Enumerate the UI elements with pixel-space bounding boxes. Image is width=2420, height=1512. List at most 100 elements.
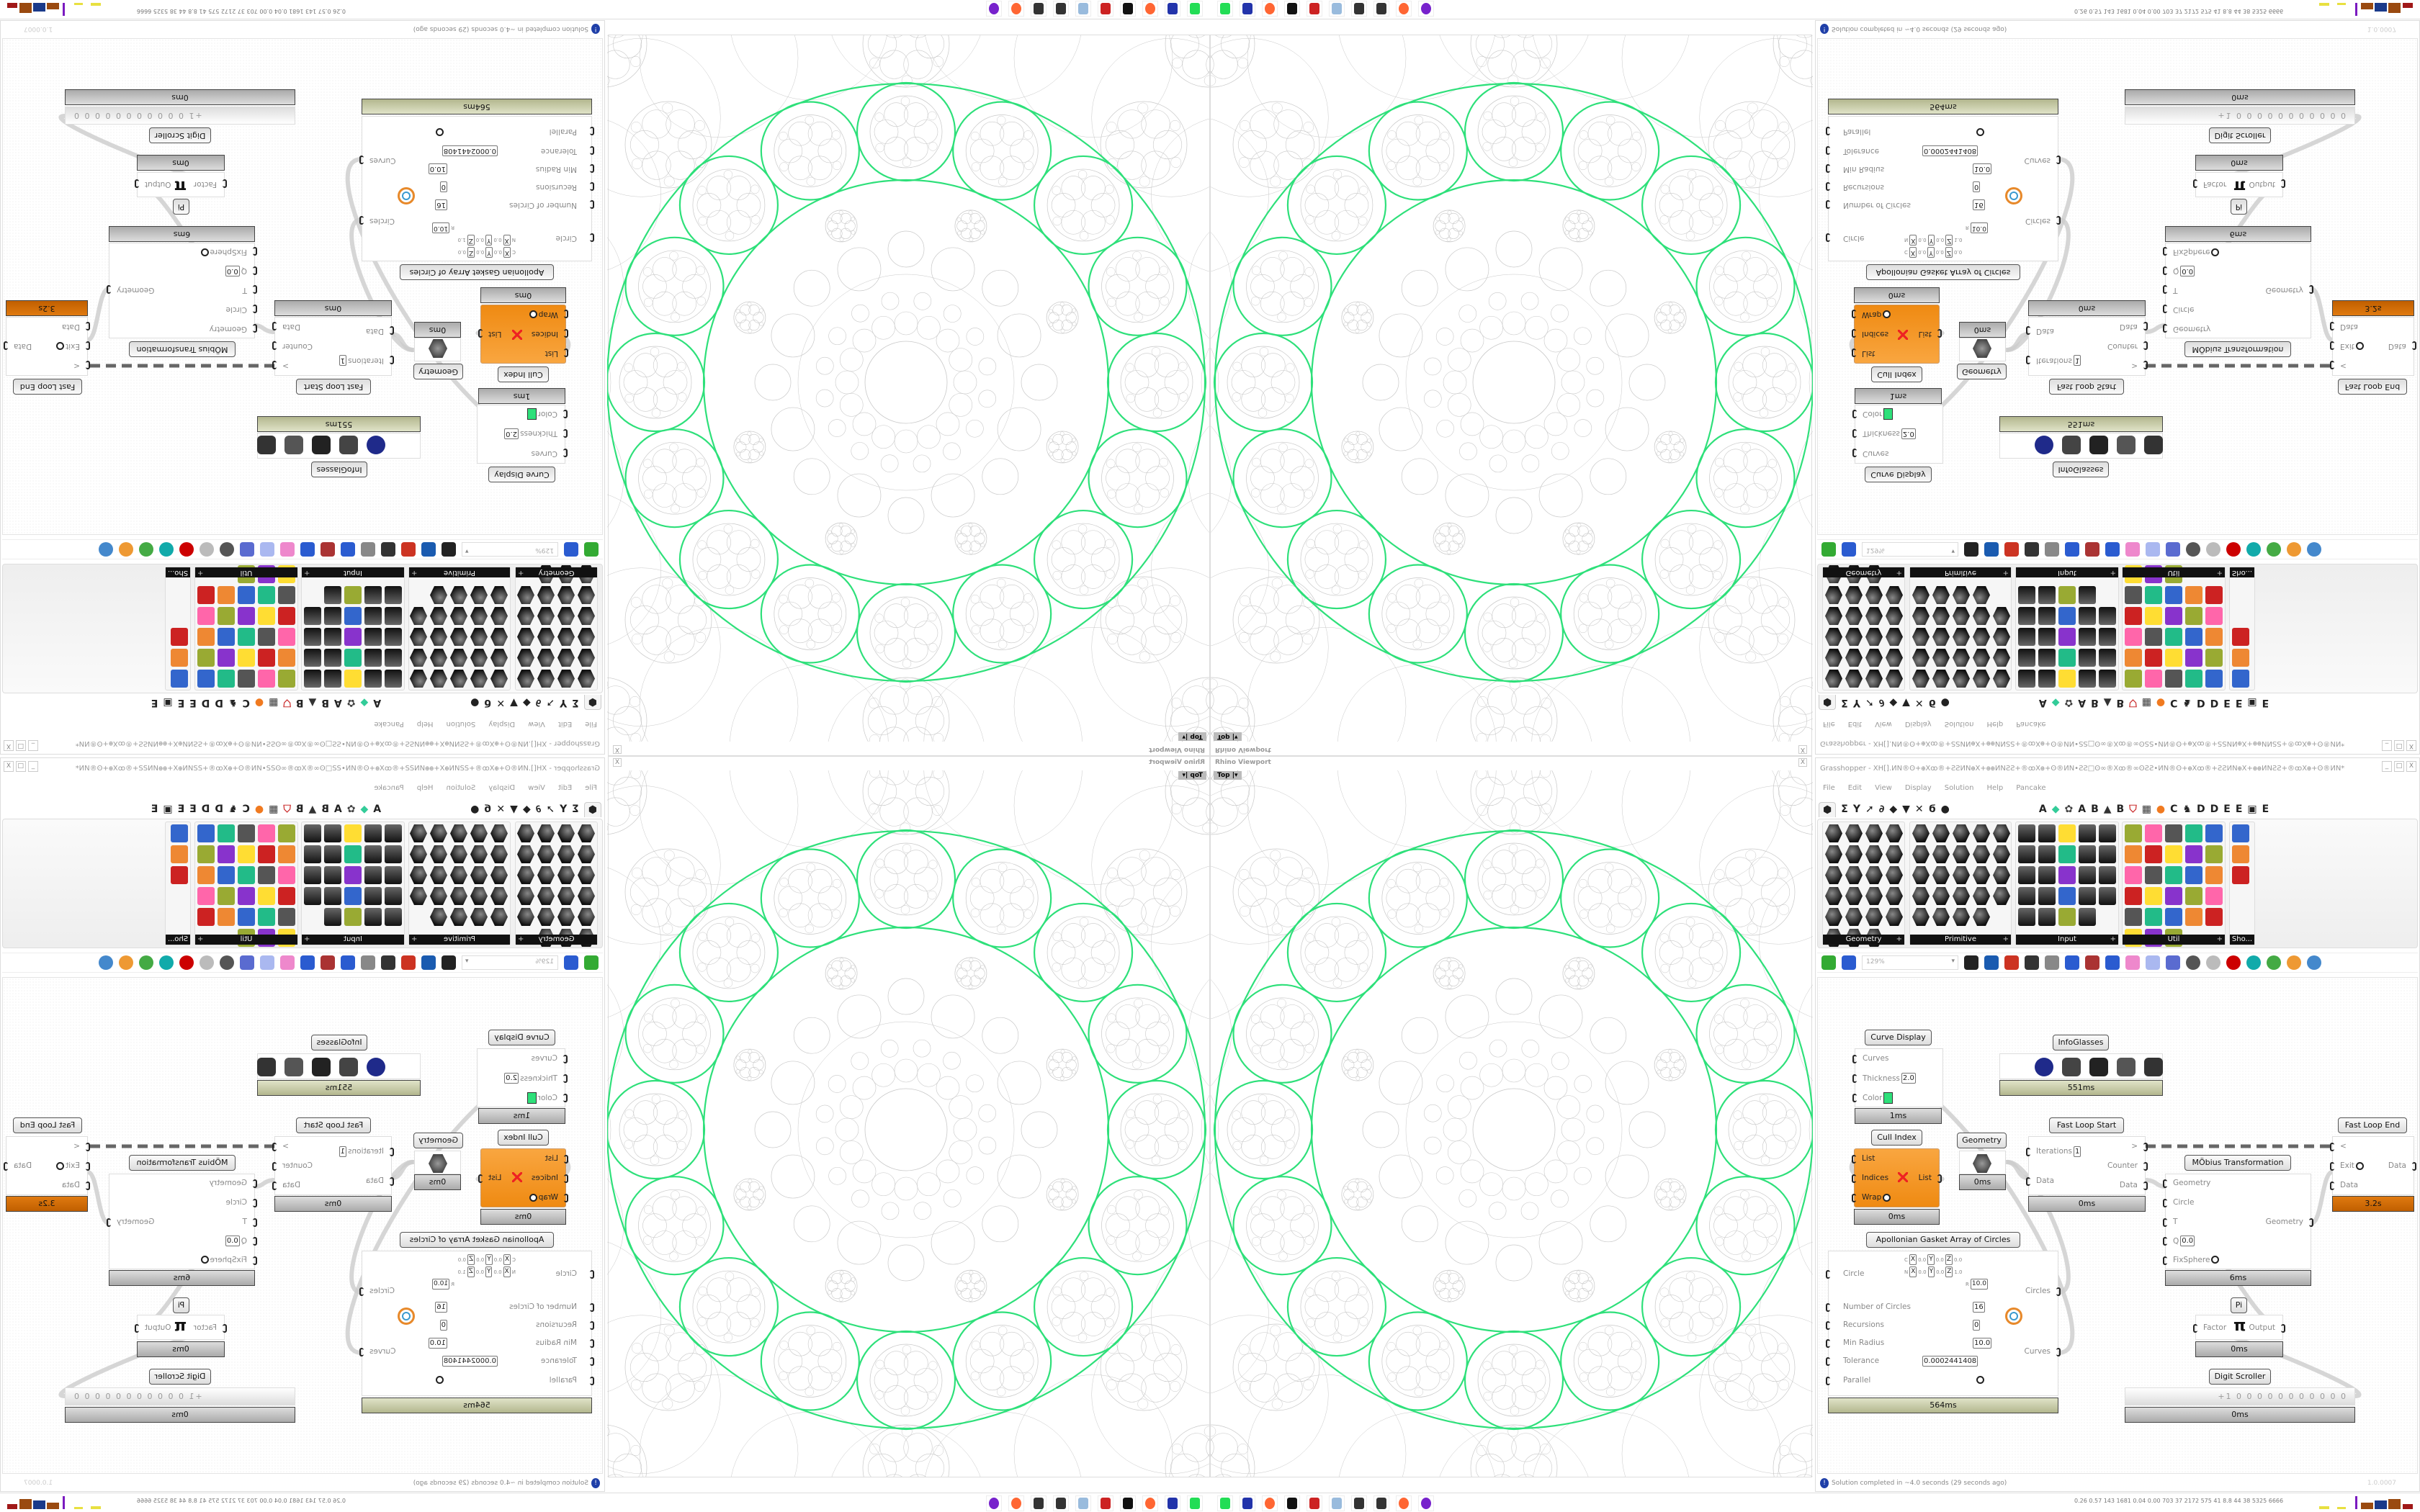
component-icon[interactable] [578, 670, 595, 688]
infoglasses-option-icon[interactable] [339, 1058, 358, 1076]
component-icon[interactable] [557, 607, 575, 625]
plugin-tab[interactable]: E [177, 804, 185, 815]
apollonian-label[interactable]: Apollonian Gasket Array of Circles [1866, 1232, 2020, 1248]
component-icon[interactable] [1912, 824, 1930, 842]
gear-icon[interactable]: ✿ [346, 804, 356, 815]
component-icon[interactable] [258, 586, 275, 604]
component-icon[interactable] [1886, 824, 1903, 842]
leaf-icon[interactable]: ◆ [2051, 804, 2060, 815]
component-icon[interactable] [171, 845, 188, 863]
intersect-icon[interactable]: ✕ [1914, 804, 1924, 815]
component-icon[interactable] [450, 649, 467, 667]
zoom-extents-icon[interactable] [442, 955, 456, 970]
display-icon[interactable]: ● [1940, 804, 1950, 815]
component-icon[interactable] [258, 670, 275, 688]
component-icon[interactable] [258, 607, 275, 625]
component-icon[interactable] [2145, 607, 2162, 625]
toggle-icon[interactable] [436, 128, 444, 136]
component-icon[interactable] [2018, 649, 2035, 667]
component-icon[interactable] [470, 887, 488, 905]
view-name-dropdown[interactable]: Top |▾ [1178, 771, 1206, 780]
fast-loop-end-component[interactable]: < Exit Data Data [2330, 317, 2416, 376]
infoglasses-option-icon[interactable] [339, 436, 358, 454]
component-icon[interactable] [1932, 586, 1950, 604]
fast-loop-start-component[interactable]: Iterations 1 Data > Counter Data [2026, 317, 2148, 376]
mobius-label[interactable]: MÖbius Transformation [2184, 341, 2291, 357]
plugin-tab[interactable]: C [242, 697, 250, 708]
plugin-tab[interactable]: D [215, 804, 224, 815]
component-icon[interactable] [304, 887, 321, 905]
input-grip[interactable] [590, 1339, 594, 1348]
component-icon[interactable] [537, 670, 555, 688]
input-grip[interactable] [563, 1094, 568, 1103]
apollonian-component[interactable]: Circle C X 0.0 Y 0.0 Z 0.0 N X 0.0 Y 0.0 Z 1.0 R 10.0 Num… [1826, 1251, 2061, 1396]
sketch-pen-icon[interactable] [2004, 542, 2019, 557]
apollonian-component[interactable]: Circle C X 0.0 Y 0.0 Z 0.0 N X 0.0 Y 0.0 Z 1.0 R 10.0 Num… [359, 1251, 594, 1396]
rooster-icon[interactable]: ♞ [228, 804, 238, 815]
menu-solution[interactable]: Solution [446, 720, 476, 728]
component-icon[interactable] [364, 586, 382, 604]
component-icon[interactable] [557, 824, 575, 842]
plugin-tab[interactable]: E [2262, 697, 2269, 708]
leaf-icon[interactable]: ◆ [360, 697, 369, 708]
output-grip[interactable] [272, 1142, 277, 1151]
digit-scroller-component[interactable]: +1 0 0 0 0 0 0 0 0 0 0 0 [2125, 107, 2355, 125]
component-icon[interactable] [1932, 607, 1950, 625]
component-icon[interactable] [2165, 845, 2182, 863]
component-icon[interactable] [1912, 607, 1930, 625]
component-icon[interactable] [324, 670, 341, 688]
orange-circle-icon[interactable]: ● [254, 804, 264, 815]
maze-icon[interactable] [1373, 1495, 1389, 1511]
component-icon[interactable] [2058, 908, 2076, 926]
input-grip[interactable] [1852, 348, 1856, 358]
component-icon[interactable] [324, 887, 341, 905]
component-icon[interactable] [1845, 908, 1863, 926]
notepad-icon[interactable] [1075, 1495, 1091, 1511]
input-grip[interactable] [1852, 329, 1856, 338]
new-document-icon[interactable] [1821, 542, 1836, 557]
component-icon[interactable] [2232, 649, 2249, 667]
hill-icon[interactable]: ▲ [2103, 804, 2112, 815]
component-icon[interactable] [238, 866, 255, 884]
input-value[interactable]: 0.0002441408 [1922, 145, 1978, 156]
component-icon[interactable] [2232, 628, 2249, 646]
preview-eye-icon[interactable] [421, 955, 436, 970]
component-icon[interactable] [1973, 866, 1990, 884]
component-icon[interactable] [258, 824, 275, 842]
component-icon[interactable] [258, 866, 275, 884]
input-grip[interactable] [2163, 1218, 2167, 1227]
input-grip[interactable] [86, 321, 90, 330]
component-icon[interactable] [2165, 670, 2182, 688]
vector-field[interactable]: 10.0 [432, 1279, 450, 1290]
component-icon[interactable] [2018, 824, 2035, 842]
component-icon[interactable] [1953, 670, 1970, 688]
input-value[interactable]: 1 [339, 1146, 346, 1157]
component-icon[interactable] [2165, 628, 2182, 646]
component-icon[interactable] [258, 887, 275, 905]
component-icon[interactable] [517, 866, 534, 884]
component-icon[interactable] [385, 908, 402, 926]
input-value[interactable]: 2.0 [504, 1073, 519, 1084]
zoom-extents-icon[interactable] [442, 542, 456, 557]
shield-icon[interactable]: ⛉ [2129, 697, 2137, 708]
input-grip[interactable] [1852, 1074, 1857, 1083]
component-icon[interactable] [278, 887, 295, 905]
infoglasses-component[interactable] [1999, 433, 2163, 459]
panel-expand-button[interactable]: + [411, 569, 418, 577]
component-icon[interactable] [1973, 670, 1990, 688]
component-icon[interactable] [278, 586, 295, 604]
input-grip[interactable] [253, 266, 257, 275]
component-icon[interactable] [344, 649, 362, 667]
infoglasses-option-icon[interactable] [367, 1058, 385, 1076]
component-icon[interactable] [238, 607, 255, 625]
toggle-icon[interactable] [529, 310, 537, 319]
input-grip[interactable] [2163, 1256, 2167, 1265]
input-grip[interactable] [564, 1194, 568, 1203]
component-icon[interactable] [1953, 845, 1970, 863]
vector-field[interactable]: X [503, 1254, 511, 1265]
sphere-icon[interactable] [99, 955, 113, 970]
mobius-label[interactable]: MÖbius Transformation [129, 341, 236, 357]
dotted-square-icon[interactable]: ▣ [163, 697, 173, 708]
input-grip[interactable] [86, 341, 90, 350]
plugin-tab[interactable]: E [2223, 804, 2231, 815]
